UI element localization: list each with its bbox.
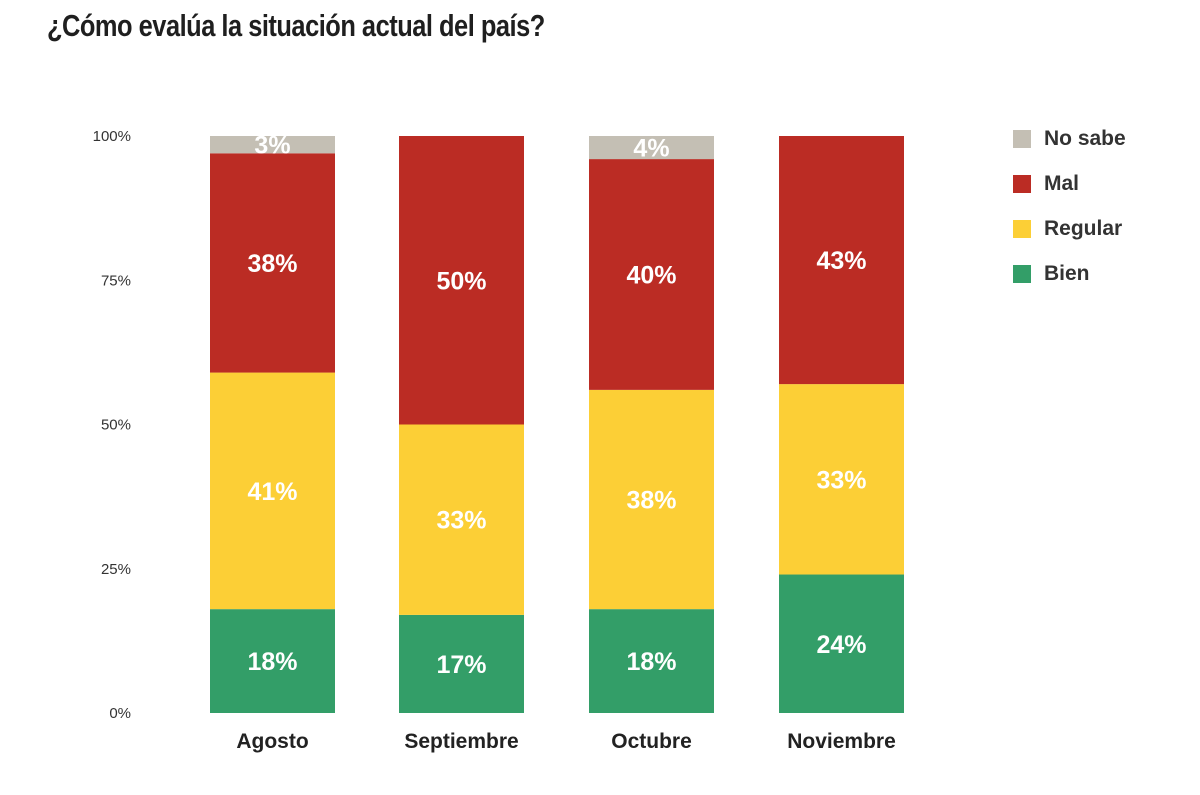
bar-group-agosto: 18% 41% 38% 3% [210, 132, 335, 713]
bar-group-noviembre: 24% 33% 43% [779, 136, 904, 713]
data-label-regular-octubre: 38% [626, 487, 676, 515]
y-tick-label-75: 75% [101, 272, 131, 289]
legend-item-regular: Regular [1013, 214, 1126, 244]
y-tick-label-50: 50% [101, 417, 131, 434]
bar-group-octubre: 18% 38% 40% 4% [589, 135, 714, 713]
legend-label-regular: Regular [1044, 217, 1123, 240]
bar-segment-mal-septiembre [399, 136, 524, 425]
data-label-regular-septiembre: 33% [436, 507, 486, 535]
y-tick-label-25: 25% [101, 561, 131, 578]
legend-label-mal: Mal [1044, 172, 1080, 195]
data-label-mal-septiembre: 50% [436, 267, 486, 295]
y-axis: 0% 25% 50% 75% 100% [93, 128, 131, 722]
data-label-mal-agosto: 38% [247, 250, 297, 278]
bar-segment-regular-septiembre [399, 424, 524, 615]
data-label-regular-agosto: 41% [247, 478, 297, 506]
bar-segment-mal-octubre [589, 159, 714, 390]
bar-segment-regular-agosto [210, 372, 335, 610]
bar-segment-mal-agosto [210, 153, 335, 373]
data-label-bien-septiembre: 17% [436, 651, 486, 679]
bar-segment-regular-octubre [589, 389, 714, 610]
data-label-mal-noviembre: 43% [816, 247, 866, 275]
y-tick-label-0: 0% [109, 705, 131, 722]
bar-segment-bien-agosto [210, 609, 335, 713]
bar-segment-bien-septiembre [399, 614, 524, 713]
legend: No sabe Mal Regular Bien [1013, 124, 1126, 304]
bar-segment-regular-noviembre [779, 384, 904, 575]
legend-item-no-sabe: No sabe [1013, 124, 1126, 154]
chart-title: ¿Cómo evalúa la situación actual del paí… [47, 8, 545, 43]
bar-segment-no-sabe-agosto [210, 136, 335, 154]
data-label-mal-octubre: 40% [626, 261, 676, 289]
bar-segment-no-sabe-octubre [589, 136, 714, 160]
x-tick-label-noviembre: Noviembre [787, 730, 896, 753]
x-tick-label-septiembre: Septiembre [404, 730, 518, 753]
data-label-bien-noviembre: 24% [816, 631, 866, 659]
data-label-regular-noviembre: 33% [816, 466, 866, 494]
legend-item-bien: Bien [1013, 259, 1126, 289]
data-label-bien-agosto: 18% [247, 648, 297, 676]
legend-swatch-regular [1013, 220, 1031, 238]
legend-label-bien: Bien [1044, 262, 1090, 285]
bar-segment-bien-octubre [589, 609, 714, 713]
x-tick-label-agosto: Agosto [236, 730, 308, 753]
bar-segment-bien-noviembre [779, 574, 904, 713]
bar-segment-mal-noviembre [779, 136, 904, 385]
x-axis: Agosto Septiembre Octubre Noviembre [236, 730, 895, 753]
legend-swatch-bien [1013, 265, 1031, 283]
bars: 18% 41% 38% 3% 17% 33% 50% 18% 38% 40% 4% 24% 33% 43% [210, 132, 904, 713]
data-label-no-sabe-octubre: 4% [633, 135, 669, 163]
x-tick-label-octubre: Octubre [611, 730, 692, 753]
y-tick-label-100: 100% [93, 128, 131, 145]
data-label-bien-octubre: 18% [626, 648, 676, 676]
legend-item-mal: Mal [1013, 169, 1126, 199]
legend-swatch-no-sabe [1013, 130, 1031, 148]
legend-swatch-mal [1013, 175, 1031, 193]
bar-group-septiembre: 17% 33% 50% [399, 136, 524, 713]
data-label-no-sabe-agosto: 3% [254, 132, 290, 160]
legend-label-no-sabe: No sabe [1044, 127, 1126, 150]
